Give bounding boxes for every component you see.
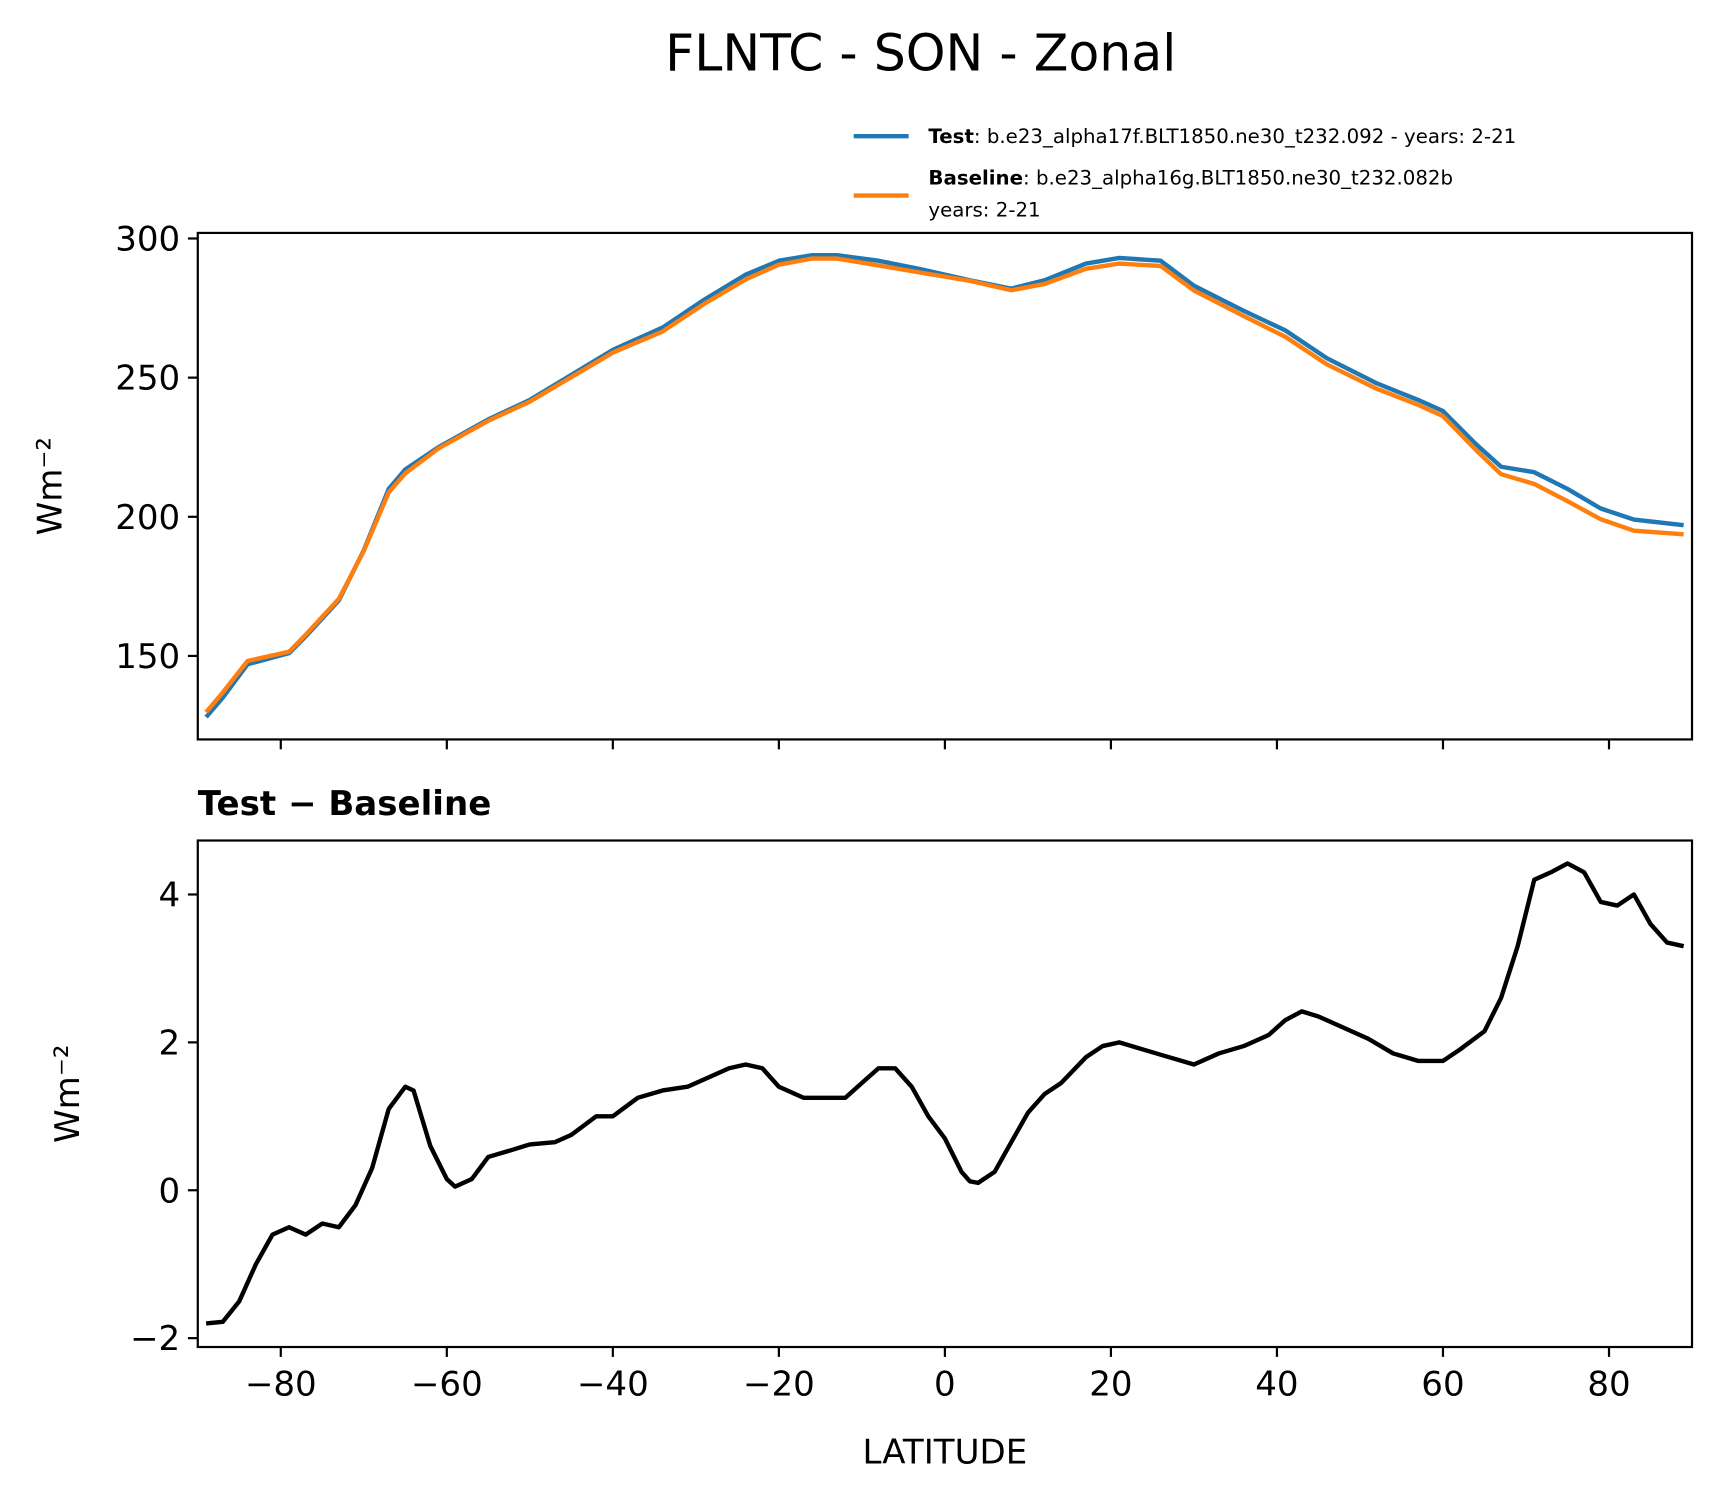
legend-name: Baseline — [928, 167, 1023, 190]
y-tick-label: 2 — [159, 1023, 181, 1063]
x-tick-label: 60 — [1421, 1364, 1464, 1404]
subplot-title: Test − Baseline — [198, 784, 492, 824]
legend-entry: Test: b.e23_alpha17f.BLT1850.ne30_t232.0… — [928, 125, 1516, 148]
x-tick-label: 0 — [934, 1364, 956, 1404]
y-tick-label: 250 — [115, 359, 180, 399]
legend-description: : b.e23_alpha16g.BLT1850.ne30_t232.082b — [1023, 167, 1453, 190]
y-tick-label: 200 — [115, 498, 180, 538]
y-axis-label: Wm⁻² — [31, 437, 71, 535]
legend-description: years: 2-21 — [928, 198, 1040, 221]
data-line — [205, 861, 1685, 1326]
x-tick-label: 80 — [1587, 1364, 1630, 1404]
data-line — [204, 256, 1684, 714]
legend-description: : b.e23_alpha17f.BLT1850.ne30_t232.092 -… — [974, 125, 1516, 148]
x-tick-label: −60 — [411, 1364, 483, 1404]
y-tick-label: 4 — [159, 876, 181, 916]
x-tick-label: −40 — [577, 1364, 649, 1404]
x-tick-label: −80 — [245, 1364, 317, 1404]
y-tick-label: 300 — [115, 220, 180, 260]
axes-frame — [196, 839, 1694, 1349]
axes-frame — [196, 231, 1694, 741]
x-tick-label: 40 — [1255, 1364, 1298, 1404]
y-axis-label: Wm⁻² — [48, 1045, 88, 1143]
figure-title: FLNTC - SON - Zonal — [665, 24, 1176, 83]
y-tick-label: 0 — [159, 1171, 181, 1211]
y-tick-label: 150 — [115, 637, 180, 677]
legend-name: Test — [928, 125, 973, 148]
x-axis-label: LATITUDE — [863, 1432, 1028, 1472]
x-tick-label: −20 — [743, 1364, 815, 1404]
legend-entry: Baseline: b.e23_alpha16g.BLT1850.ne30_t2… — [928, 167, 1453, 190]
data-line — [204, 253, 1684, 719]
y-tick-label: −2 — [130, 1319, 180, 1359]
x-tick-label: 20 — [1089, 1364, 1132, 1404]
